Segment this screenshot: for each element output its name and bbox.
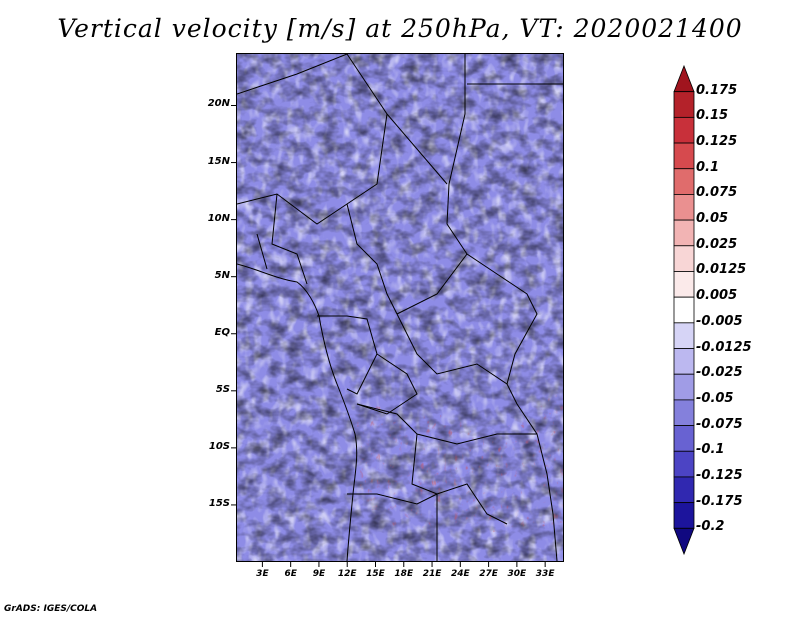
lon-label: 9E <box>312 569 326 579</box>
colorbar-swatch <box>673 425 695 452</box>
colorbar-swatch <box>673 527 695 556</box>
lon-label: 3E <box>256 569 269 579</box>
colorbar-label: -0.175 <box>696 493 743 509</box>
colorbar-swatch <box>673 476 695 504</box>
colorbar-swatch <box>673 450 695 478</box>
colorbar-label: 0.1 <box>696 159 720 175</box>
velocity-map <box>236 53 564 562</box>
colorbar-label: 0.025 <box>696 236 738 252</box>
colorbar-swatch <box>673 296 695 324</box>
colorbar-swatch <box>673 91 695 118</box>
lon-label: 24E <box>450 569 470 579</box>
colorbar-swatch <box>673 142 695 170</box>
colorbar-swatch <box>673 322 695 349</box>
colorbar-label: -0.2 <box>696 519 725 535</box>
lon-label: 6E <box>284 569 297 579</box>
colorbar-label: -0.005 <box>696 313 743 329</box>
colorbar-swatch <box>673 194 695 221</box>
colorbar-label: -0.0125 <box>696 339 752 355</box>
colorbar-swatch <box>673 64 695 93</box>
lat-label: 10N <box>207 212 230 224</box>
lat-label: 15S <box>208 497 230 509</box>
lat-label: 10S <box>208 440 230 452</box>
velocity-field <box>237 54 563 561</box>
colorbar-label: 0.005 <box>696 288 738 304</box>
colorbar-label: 0.075 <box>696 185 738 201</box>
colorbar-swatch <box>673 271 695 298</box>
lat-label: 20N <box>207 98 230 110</box>
colorbar-label: -0.1 <box>696 442 725 458</box>
lat-label: 5S <box>215 383 230 395</box>
colorbar-swatch <box>673 502 695 529</box>
colorbar <box>673 64 695 556</box>
credit-text: GrADS: IGES/COLA <box>4 604 98 614</box>
colorbar-swatch <box>673 116 695 144</box>
colorbar-swatch <box>673 399 695 426</box>
lat-label: 15N <box>207 155 230 167</box>
colorbar-label: 0.175 <box>696 82 738 98</box>
lat-label: EQ <box>214 326 230 338</box>
lon-label: 18E <box>394 569 414 579</box>
lon-label: 15E <box>366 569 385 579</box>
colorbar-swatch <box>673 373 695 401</box>
colorbar-label: -0.025 <box>696 365 743 381</box>
colorbar-label: -0.05 <box>696 390 734 406</box>
lat-label: 5N <box>214 269 230 281</box>
colorbar-label: 0.15 <box>696 108 729 124</box>
colorbar-label: -0.125 <box>696 467 743 483</box>
colorbar-swatch <box>673 168 695 195</box>
lon-label: 12E <box>337 569 357 579</box>
lon-label: 21E <box>422 569 442 579</box>
map-title: Vertical velocity [m/s] at 250hPa, VT: 2… <box>57 14 743 43</box>
colorbar-label: 0.0125 <box>696 262 747 278</box>
colorbar-swatch <box>673 219 695 247</box>
colorbar-swatch <box>673 348 695 375</box>
colorbar-swatch <box>673 245 695 272</box>
lon-label: 27E <box>479 569 498 579</box>
lon-label: 33E <box>535 569 555 579</box>
colorbar-label: 0.05 <box>696 211 729 227</box>
colorbar-label: 0.125 <box>696 134 738 150</box>
lon-label: 30E <box>507 569 527 579</box>
colorbar-label: -0.075 <box>696 416 743 432</box>
